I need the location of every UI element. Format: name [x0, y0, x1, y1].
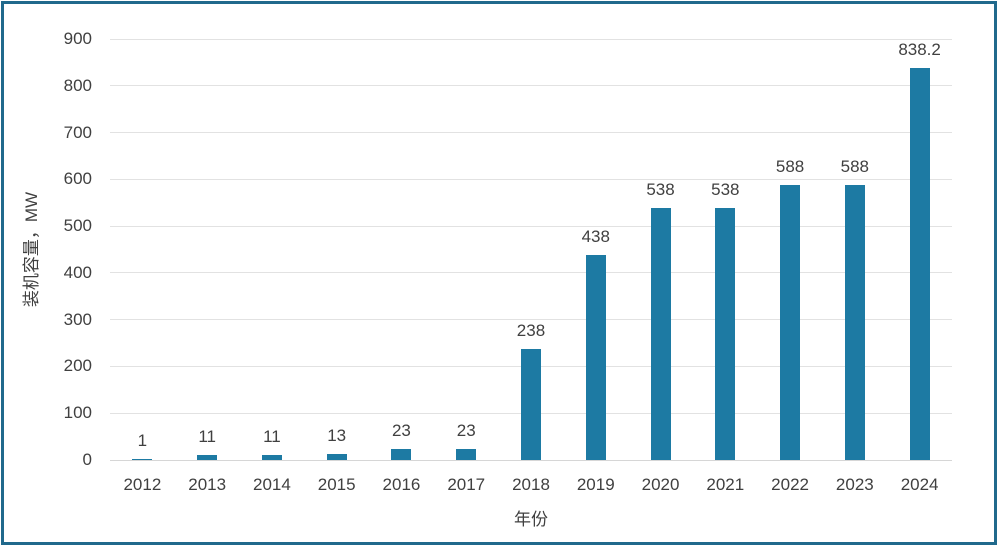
bar-2014: [261, 454, 282, 460]
bar-slot-2019: 438: [563, 39, 628, 460]
x-tick-label-2022: 2022: [771, 475, 809, 494]
bar-2019: [585, 255, 606, 460]
x-tick-label-2021: 2021: [706, 475, 745, 494]
bar-slot-2021: 538: [693, 39, 758, 460]
y-tick-label-700: 700: [63, 122, 92, 142]
gridline-500: [110, 225, 952, 227]
bar-value-label-2015: 13: [327, 425, 347, 445]
bar-slot-2016: 23: [369, 39, 434, 460]
y-axis-tick-labels: 0 100 200 300 400 500 600 700 800 900: [0, 29, 92, 469]
y-tick-label-900: 900: [63, 29, 92, 48]
bar-value-label-2016: 23: [391, 421, 411, 441]
y-tick-label-800: 800: [63, 75, 92, 95]
bar-2023: [844, 184, 865, 460]
bar-2021: [715, 208, 736, 460]
gridline-700: [110, 132, 952, 134]
x-tick-label-2023: 2023: [835, 475, 874, 494]
bar-value-label-2018: 238: [516, 320, 546, 340]
bar-value-label-2022: 588: [775, 156, 805, 176]
bar-slot-2022: 588: [758, 39, 823, 460]
y-tick-label-500: 500: [63, 216, 92, 236]
bar-value-label-2021: 538: [711, 180, 740, 200]
y-tick-label-200: 200: [63, 356, 92, 376]
x-tick-label-2015: 2015: [317, 475, 356, 494]
bar-2024: [909, 67, 930, 460]
bar-slot-2018: 238: [499, 39, 564, 460]
x-axis-title: 年份: [514, 510, 548, 529]
bar-value-label-2017: 23: [456, 421, 476, 441]
bar-value-label-2014: 11: [263, 426, 281, 446]
bar-slot-2014: 11: [240, 39, 305, 460]
x-tick-label-2020: 2020: [641, 475, 680, 494]
bar-slot-2020: 538: [628, 39, 693, 460]
bar-value-label-2013: 11: [198, 426, 216, 446]
x-tick-label-2012: 2012: [123, 475, 162, 494]
x-tick-label-2024: 2024: [900, 475, 939, 494]
bar-slot-2012: 1: [110, 39, 175, 460]
bar-2018: [520, 348, 541, 460]
bar-2015: [326, 453, 347, 460]
x-tick-label-2018: 2018: [512, 475, 550, 494]
gridline-900: [110, 38, 952, 40]
bar-value-label-2023: 588: [840, 156, 870, 176]
bar-slot-2015: 13: [304, 39, 369, 460]
y-tick-label-600: 600: [63, 169, 92, 189]
y-tick-label-300: 300: [63, 309, 92, 329]
y-tick-label-100: 100: [63, 403, 92, 423]
bar-value-label-2019: 438: [581, 227, 610, 247]
bar-slot-2023: 588: [822, 39, 887, 460]
x-tick-label-2013: 2013: [188, 475, 227, 494]
bar-2022: [780, 184, 801, 460]
x-tick-label-2017: 2017: [447, 475, 486, 494]
gridline-300: [110, 319, 952, 321]
bar-value-label-2024: 838.2: [898, 39, 941, 59]
bar-2013: [197, 454, 218, 460]
bar-2012: [132, 459, 153, 460]
plot-area: 1 11 11 13 23 23 238 438 538 538 588 588 838.2: [110, 38, 952, 461]
bar-value-label-2020: 538: [646, 180, 675, 200]
bar-slot-2013: 11: [175, 39, 240, 460]
x-tick-label-2014: 2014: [253, 475, 291, 494]
gridline-600: [110, 178, 952, 180]
x-axis-tick-labels: 2012 2013 2014 2015 2016 2017 2018 2019 2020 2021…: [110, 474, 952, 496]
bar-2016: [391, 449, 412, 460]
x-tick-label-2016: 2016: [382, 475, 421, 494]
x-tick-label-2019: 2019: [576, 475, 615, 494]
y-tick-label-0: 0: [82, 450, 92, 469]
bar-2020: [650, 208, 671, 460]
gridline-800: [110, 85, 952, 87]
gridline-400: [110, 272, 952, 274]
bar-2017: [456, 449, 477, 460]
bar-value-label-2012: 1: [137, 431, 148, 450]
bar-slot-2017: 23: [434, 39, 499, 460]
bar-slot-2024: 838.2: [887, 39, 952, 460]
y-tick-label-400: 400: [63, 262, 92, 282]
gridline-0: [110, 459, 952, 461]
